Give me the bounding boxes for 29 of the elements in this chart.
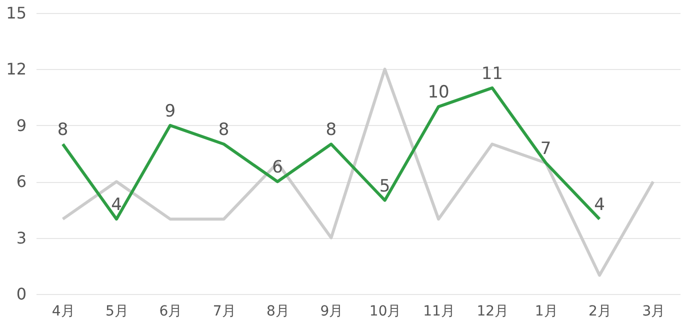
y-tick-label: 6: [16, 172, 26, 192]
x-tick-label: 10月: [369, 304, 402, 320]
data-label: 6: [272, 158, 283, 178]
y-tick-label: 9: [16, 116, 26, 135]
x-tick-label: 9月: [320, 304, 344, 320]
x-tick-label: 4月: [52, 304, 75, 320]
data-label: 5: [379, 176, 390, 196]
y-tick-label: 12: [6, 60, 26, 79]
y-tick-label: 0: [16, 284, 26, 304]
data-label: 4: [111, 195, 122, 216]
x-tick-label: 5月: [106, 304, 128, 320]
x-tick-label: 12月: [476, 304, 509, 320]
data-label: 8: [326, 120, 337, 140]
data-label: 11: [481, 64, 503, 84]
data-label: 8: [57, 120, 68, 140]
data-label: 7: [540, 138, 552, 159]
x-tick-label: 7月: [212, 304, 236, 320]
x-tick-label: 3月: [642, 304, 666, 320]
data-label: 10: [428, 82, 450, 103]
x-tick-label: 6月: [159, 304, 182, 320]
x-tick-label: 8月: [266, 304, 290, 320]
y-tick-label: 15: [6, 4, 26, 22]
x-tick-label: 1月: [534, 304, 558, 320]
x-tick-label: 2月: [588, 304, 612, 320]
x-tick-label: 11月: [423, 304, 455, 320]
y-tick-label: 3: [16, 228, 26, 248]
data-label: 4: [594, 195, 605, 216]
data-label: 9: [164, 101, 176, 122]
data-label: 8: [218, 120, 230, 140]
